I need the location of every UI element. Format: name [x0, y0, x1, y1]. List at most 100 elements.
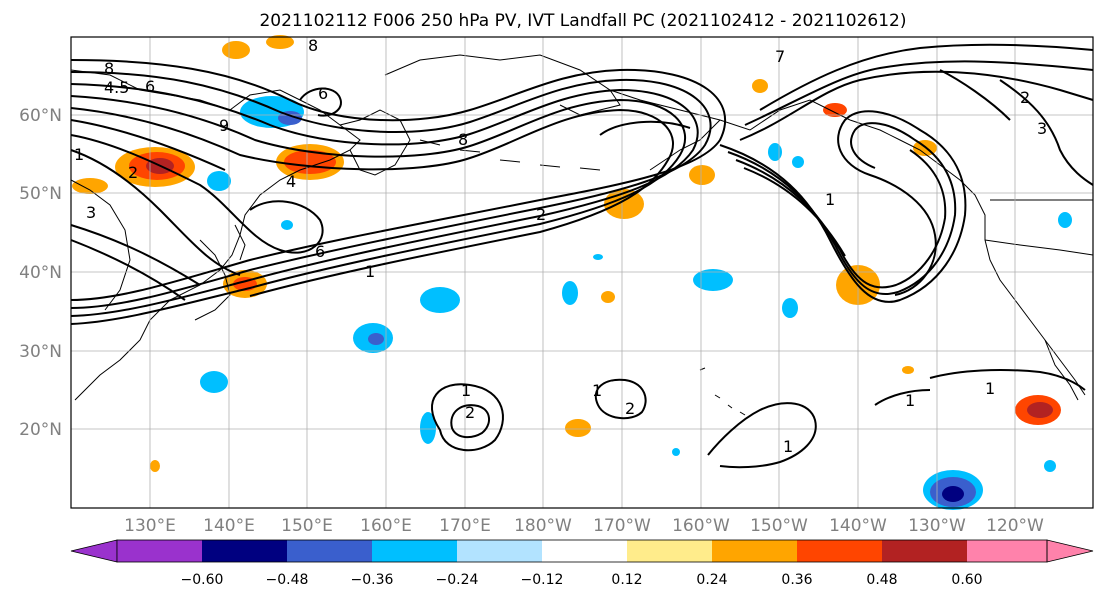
contour-label: 1 [365, 262, 375, 281]
contour-labels: 8 4.5 6 8 6 8 9 1 2 3 4 6 2 1 1 2 1 2 1 … [74, 36, 1047, 456]
colorbar-segment [372, 540, 457, 562]
lon-label: 180°W [514, 516, 572, 536]
contour-label: 1 [461, 381, 471, 400]
colorbar-tick-label: 0.36 [781, 572, 812, 588]
lon-label: 150°E [281, 516, 333, 536]
contour-label: 4.5 [104, 78, 129, 97]
pv-negative-patch [368, 333, 384, 345]
lon-label: 130°E [124, 516, 176, 536]
colorbar-tick-label: −0.36 [351, 572, 394, 588]
colorbar-ticks: −0.60 −0.48 −0.36 −0.24 −0.12 0.12 0.24 … [181, 572, 983, 588]
colorbar-segment [287, 540, 372, 562]
contour-label: 2 [625, 399, 635, 418]
lon-label: 160°E [360, 516, 412, 536]
pv-positive-patch [222, 41, 250, 59]
colorbar-segment [967, 540, 1047, 562]
lon-label: 170°W [593, 516, 651, 536]
latitude-labels: 60°N 50°N 40°N 30°N 20°N [19, 106, 62, 440]
colorbar-tick-label: 0.60 [951, 572, 982, 588]
pv-negative-patch [207, 171, 231, 191]
pv-positive-patch [601, 291, 615, 303]
contour-label: 8 [104, 59, 114, 78]
pv-positive-patch [150, 460, 160, 472]
contour-label: 1 [74, 145, 84, 164]
pv-positive-patch [689, 165, 715, 185]
pv-negative-patch [420, 412, 436, 444]
contour-label: 9 [219, 116, 229, 135]
map-title: 2021102112 F006 250 hPa PV, IVT Landfall… [259, 11, 906, 31]
pv-negative-patch [1058, 212, 1072, 228]
pv-negative-patch [593, 254, 603, 260]
pv-negative-patch [768, 143, 782, 161]
contour-label: 4 [286, 172, 296, 191]
lat-label: 50°N [19, 184, 62, 204]
contour-label: 6 [318, 84, 328, 103]
lon-label: 140°W [829, 516, 887, 536]
colorbar-tick-label: −0.48 [266, 572, 309, 588]
contour-label: 1 [592, 381, 602, 400]
contour-label: 2 [536, 205, 546, 224]
colorbar-segment [542, 540, 627, 562]
pv-negative-patch [693, 269, 733, 291]
pv-negative-patch [672, 448, 680, 456]
lat-label: 40°N [19, 263, 62, 283]
colorbar-segment [202, 540, 287, 562]
pv-negative-patch [1044, 460, 1056, 472]
colorbar-tick-label: 0.12 [611, 572, 642, 588]
pv-negative-patch [782, 298, 798, 318]
lat-label: 30°N [19, 342, 62, 362]
colorbar-segment [712, 540, 797, 562]
colorbar-tick-label: −0.24 [436, 572, 479, 588]
pv-positive-patch [565, 419, 591, 437]
contour-label: 3 [1037, 119, 1047, 138]
contour-label: 1 [905, 391, 915, 410]
pv-negative-patch [200, 371, 228, 393]
contour-label: 6 [145, 77, 155, 96]
contour-label: 2 [1020, 88, 1030, 107]
contour-label: 2 [128, 163, 138, 182]
lon-label: 160°W [672, 516, 730, 536]
pv-negative-patch [942, 486, 964, 502]
pv-positive-patch [823, 103, 847, 117]
lon-label: 150°W [750, 516, 808, 536]
map-area: 8 4.5 6 8 6 8 9 1 2 3 4 6 2 1 1 2 1 2 1 … [70, 35, 1094, 510]
pv-negative-patch [562, 281, 578, 305]
contour-label: 1 [825, 190, 835, 209]
colorbar-tick-label: 0.48 [866, 572, 897, 588]
lon-label: 170°E [439, 516, 491, 536]
colorbar-high-extension [1046, 539, 1094, 563]
colorbar-tick-label: −0.12 [521, 572, 564, 588]
pv-positive-patch [266, 35, 294, 49]
contour-label: 8 [458, 130, 468, 149]
pv-negative-patch [281, 220, 293, 230]
pv-negative-patch [792, 156, 804, 168]
contour-label: 7 [775, 47, 785, 66]
pv-positive-patch [902, 366, 914, 374]
colorbar-segment [457, 540, 542, 562]
contour-label: 3 [86, 203, 96, 222]
colorbar-low-extension [70, 539, 118, 563]
colorbar-segment [627, 540, 712, 562]
lon-label: 120°W [986, 516, 1044, 536]
lon-label: 130°W [908, 516, 966, 536]
colorbar: −0.60 −0.48 −0.36 −0.24 −0.12 0.12 0.24 … [70, 539, 1094, 588]
colorbar-tick-label: −0.60 [181, 572, 224, 588]
contour-label: 6 [315, 242, 325, 261]
lat-label: 20°N [19, 420, 62, 440]
pv-positive-patch [72, 178, 108, 194]
pv-positive-patch [752, 79, 768, 93]
longitude-labels: 130°E 140°E 150°E 160°E 170°E 180°W 170°… [124, 516, 1044, 536]
contour-label: 2 [465, 403, 475, 422]
pv-positive-patch [1027, 402, 1053, 418]
contour-label: 1 [985, 379, 995, 398]
ivt-contours [70, 43, 1094, 469]
colorbar-segment [117, 540, 202, 562]
lon-label: 140°E [203, 516, 255, 536]
colorbar-tick-label: 0.24 [696, 572, 727, 588]
contour-label: 8 [308, 36, 318, 55]
lat-label: 60°N [19, 106, 62, 126]
colorbar-segment [797, 540, 882, 562]
contour-label: 1 [783, 437, 793, 456]
pv-negative-patch [420, 287, 460, 313]
